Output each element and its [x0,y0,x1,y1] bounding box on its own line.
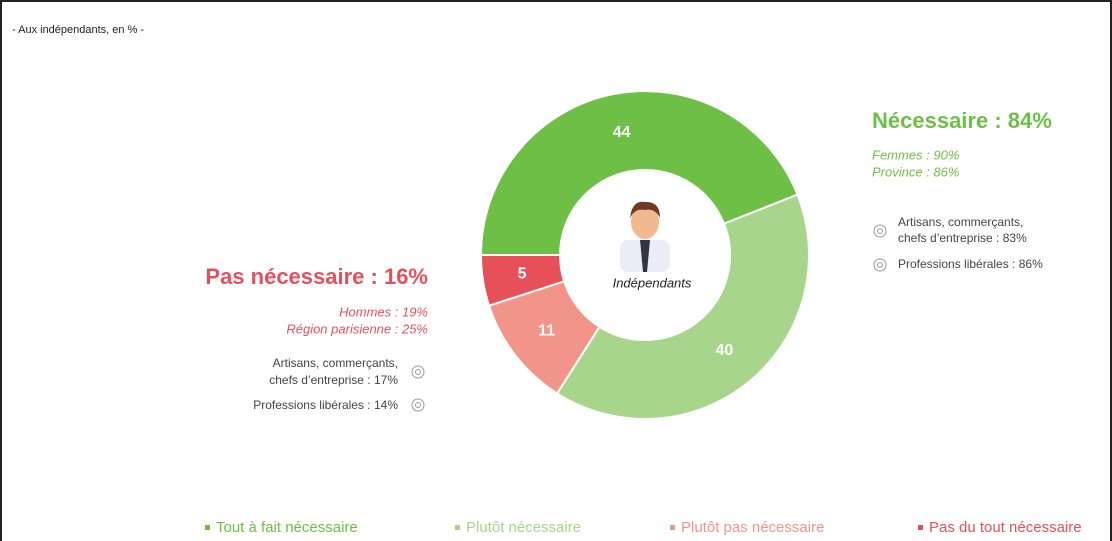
target-icons [411,224,887,412]
data-label: 5 [518,266,527,283]
legend: Tout à fait nécessaire Plutôt nécessaire P… [205,519,1082,536]
panel-item: chefs d’entreprise : 17% [269,373,398,387]
legend-label: Plutôt pas nécessaire [681,519,824,536]
panel-item: Artisans, commerçants, [273,356,398,370]
center-label: Indépendants [613,275,692,290]
panel-item: chefs d’entreprise : 83% [898,231,1027,245]
legend-label: Pas du tout nécessaire [929,519,1082,536]
panel-heading: Nécessaire : 84% [872,108,1052,133]
panel-item: Professions libérales : 14% [253,398,398,412]
panel-detail: Hommes : 19% [339,304,428,319]
legend-label: Plutôt nécessaire [466,519,581,536]
legend-label: Tout à fait nécessaire [216,519,358,536]
panel-item: Artisans, commerçants, [898,215,1023,229]
panel-detail: Province : 86% [872,164,959,179]
legend-swatch [670,525,675,530]
legend-swatch [205,525,210,530]
data-label: 40 [715,342,733,359]
data-label: 11 [538,323,555,340]
panel-heading: Pas nécessaire : 16% [205,264,428,289]
panel-detail: Région parisienne : 25% [286,321,428,336]
legend-swatch [455,525,460,530]
data-label: 44 [613,124,631,141]
subtitle: - Aux indépendants, en % - [12,24,144,36]
panel-item: Professions libérales : 86% [898,257,1043,271]
person-icon [620,201,670,272]
legend-swatch [918,525,923,530]
panel-detail: Femmes : 90% [872,147,959,162]
